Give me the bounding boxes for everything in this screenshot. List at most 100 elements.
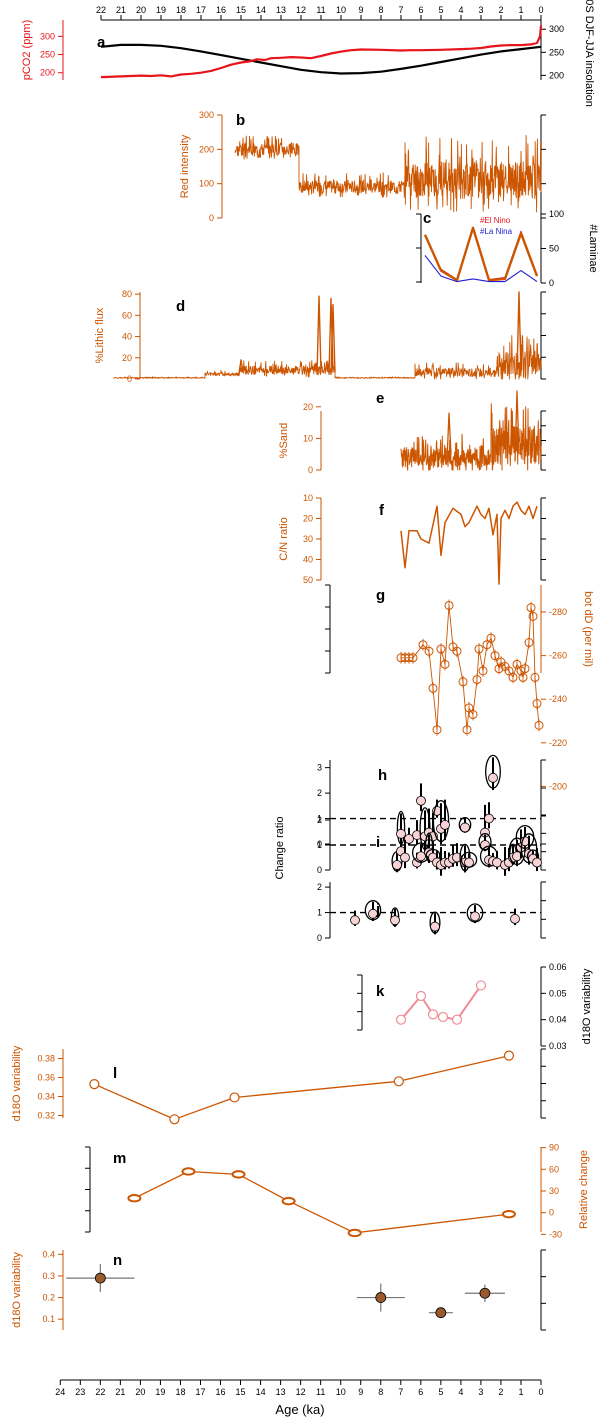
bottom-axis-tick-label: 8 xyxy=(378,1387,383,1397)
top-axis-tick-label: 13 xyxy=(276,5,286,15)
panel-h-left-tick-label: 3 xyxy=(317,763,322,773)
top-axis-tick-label: 16 xyxy=(216,5,226,15)
sand-spike xyxy=(514,390,520,461)
panel-n-left-tick-label: 0.1 xyxy=(42,1314,55,1324)
panel-c-right-tick-label: 0 xyxy=(549,278,554,288)
bottom-axis-tick-label: 23 xyxy=(75,1387,85,1397)
panel-f-left-tick-label: 10 xyxy=(303,493,313,503)
top-axis-tick-label: 14 xyxy=(256,5,266,15)
change-ratio-point xyxy=(416,795,426,806)
dd-point xyxy=(530,672,540,682)
panel-d-left-tick-label: 0 xyxy=(127,374,132,384)
change-ratio-point xyxy=(390,915,400,926)
top-axis-tick-label: 6 xyxy=(418,5,423,15)
panel-d-left-axis-label: %Lithic flux xyxy=(94,307,106,363)
panel-g-right-tick-label: -240 xyxy=(549,694,567,704)
panel-label-h: h xyxy=(378,767,387,784)
panel-label-c: c xyxy=(423,210,431,227)
panel-i: 012 xyxy=(317,814,546,876)
change-ratio-ellipse xyxy=(424,832,434,862)
panel-a-left-tick-label: 300 xyxy=(40,31,55,41)
k-variability-point xyxy=(475,980,487,991)
change-ratio-point xyxy=(464,857,474,868)
panel-m-right-tick-label: 30 xyxy=(549,1186,559,1196)
panel-k-right-tick-label: 0.03 xyxy=(549,1041,567,1051)
cn-ratio-line xyxy=(400,501,538,585)
panel-d-left-tick-label: 40 xyxy=(122,332,132,342)
panel-k-right-tick-label: 0.05 xyxy=(549,988,567,998)
bottom-axis-tick-label: 9 xyxy=(358,1387,363,1397)
m-relative-change-line xyxy=(134,1170,510,1234)
n-variability-point xyxy=(435,1307,447,1319)
panel-label-l: l xyxy=(113,1065,117,1082)
panel-n-left-tick-label: 0.4 xyxy=(42,1249,55,1259)
bottom-axis-tick-label: 3 xyxy=(478,1387,483,1397)
panel-g: -280 -260 -240 -220 -200 bot dD (per mil) xyxy=(325,584,594,791)
dd-point xyxy=(482,640,492,650)
panel-d: 0 20 40 60 80 %Lithic flux xyxy=(94,289,546,384)
dd-point xyxy=(526,603,536,613)
panel-label-a: a xyxy=(97,34,106,51)
bottom-axis-tick-label: 13 xyxy=(276,1387,286,1397)
legend-la-nina: #La Nina xyxy=(480,227,513,236)
legend-el-nino: #El Nino xyxy=(480,216,511,225)
top-axis-tick-label: 19 xyxy=(156,5,166,15)
change-ratio-point xyxy=(392,860,402,870)
top-axis-tick-label: 0 xyxy=(538,5,543,15)
laminae-line-blue xyxy=(424,255,538,283)
pco2-line xyxy=(100,25,543,79)
panel-c-right-tick-label: 50 xyxy=(549,244,559,254)
top-axis-tick-label: 4 xyxy=(458,5,463,15)
bottom-axis-tick-label: 16 xyxy=(216,1387,226,1397)
panel-m-right-tick-label: -30 xyxy=(549,1229,562,1239)
panel-b-left-tick-label: 100 xyxy=(199,179,214,189)
m-relative-change-point xyxy=(231,1170,246,1179)
bottom-axis-tick-label: 24 xyxy=(55,1387,65,1397)
bottom-axis-tick-label: 4 xyxy=(458,1387,463,1397)
panel-j-left-tick-label: 0 xyxy=(317,933,322,943)
change-ratio-ellipse xyxy=(485,754,501,789)
n-variability-point xyxy=(479,1287,491,1299)
panel-a-left-tick-label: 250 xyxy=(40,50,55,60)
panel-b: 0 100 200 300 Red intensity xyxy=(179,110,546,223)
panel-n: 0.1 0.2 0.3 0.4 d18O variability xyxy=(11,1249,546,1331)
panel-e: 0 10 20 %Sand xyxy=(278,390,546,475)
bottom-axis-tick-label: 21 xyxy=(115,1387,125,1397)
change-ratio-point xyxy=(440,820,450,830)
l-variability-point xyxy=(393,1076,404,1087)
panel-b-left-tick-label: 0 xyxy=(209,213,214,223)
red-intensity-line xyxy=(234,135,542,213)
panel-m-right-tick-label: 90 xyxy=(549,1143,559,1153)
dd-point xyxy=(478,666,488,676)
dd-point xyxy=(468,709,478,719)
change-ratio-point xyxy=(430,921,440,932)
panel-e-left-tick-label: 0 xyxy=(308,465,313,475)
panel-f-left-tick-label: 50 xyxy=(303,575,313,585)
bottom-axis-tick-label: 17 xyxy=(195,1387,205,1397)
panel-j-left-tick-label: 1 xyxy=(317,908,322,918)
l-variability-point xyxy=(89,1079,100,1090)
panel-g-right-axis-label: bot dD (per mil) xyxy=(582,591,594,667)
dd-point xyxy=(486,633,496,643)
lithic-flux-spike xyxy=(516,291,522,375)
panel-c: 0 50 100 #Laminae #El Nino #La Nina xyxy=(416,209,599,288)
bottom-axis-tick-label: 14 xyxy=(256,1387,266,1397)
panel-label-d: d xyxy=(176,298,185,315)
panel-f-left-axis-label: C/N ratio xyxy=(278,517,290,560)
change-ratio-ellipse xyxy=(390,907,400,927)
dd-point xyxy=(444,600,454,610)
panel-label-k: k xyxy=(376,983,385,1000)
panel-m-right-tick-label: 60 xyxy=(549,1164,559,1174)
k-variability-point xyxy=(427,1009,439,1020)
panel-b-left-tick-label: 200 xyxy=(199,144,214,154)
dd-point xyxy=(512,659,522,669)
panel-l-left-tick-label: 0.34 xyxy=(37,1092,55,1102)
panel-j-left-tick-label: 2 xyxy=(317,882,322,892)
panel-a-left-tick-label: 200 xyxy=(40,68,55,78)
panel-i-left-tick-label: 0 xyxy=(317,865,322,875)
change-ratio-point xyxy=(350,915,360,926)
dd-point xyxy=(418,640,428,650)
change-ratio-label: Change ratio xyxy=(274,817,286,880)
dd-point xyxy=(528,611,538,621)
